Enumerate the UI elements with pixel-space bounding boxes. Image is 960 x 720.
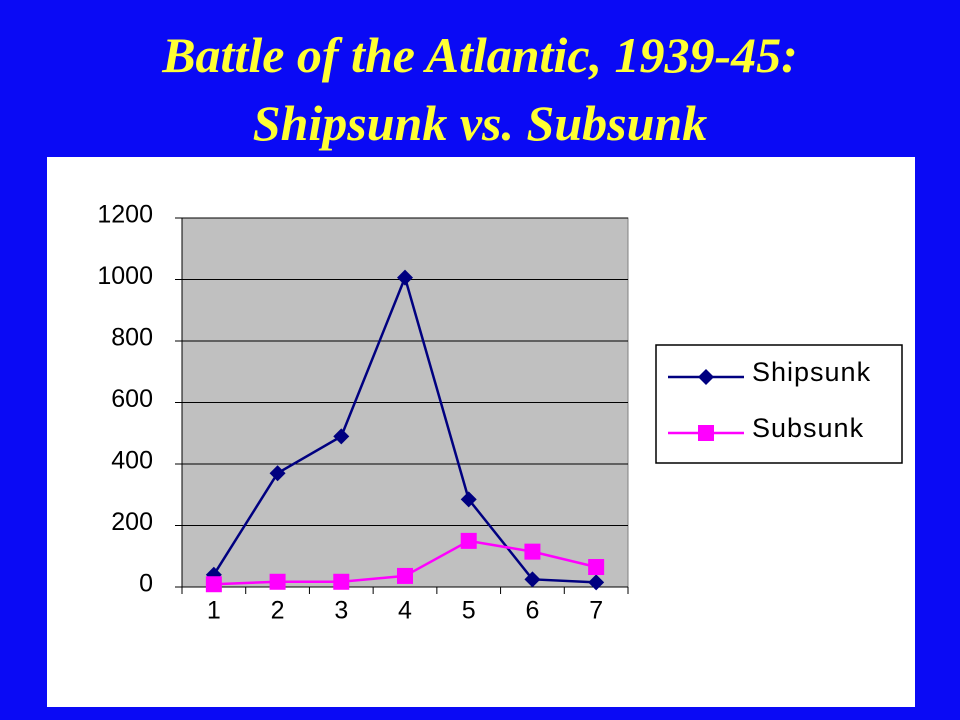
y-tick-label: 800 (111, 324, 153, 352)
y-tick-label: 600 (111, 385, 153, 413)
x-tick-label: 6 (525, 597, 539, 625)
data-point (524, 571, 541, 588)
data-point (205, 576, 222, 593)
data-point (333, 573, 350, 590)
legend (655, 344, 903, 464)
legend-label: Subsunk (752, 413, 864, 443)
y-tick-label: 1000 (97, 262, 153, 290)
data-point (460, 532, 477, 549)
data-point (524, 543, 541, 560)
data-point (397, 567, 413, 584)
data-point (333, 428, 350, 445)
y-tick-label: 1200 (97, 201, 153, 229)
title-line: Battle of the Atlantic, 1939-45: (161, 27, 798, 83)
data-point (588, 559, 605, 576)
data-point (269, 573, 286, 590)
x-tick-label: 4 (398, 597, 412, 625)
x-tick-label: 5 (462, 597, 476, 625)
data-point (588, 574, 605, 591)
y-tick-label: 0 (139, 570, 153, 598)
legend-marker (698, 425, 714, 441)
x-tick-label: 7 (589, 597, 603, 625)
data-point (460, 491, 477, 508)
title-line: Shipsunk vs. Subsunk (253, 95, 707, 151)
legend-marker (698, 369, 714, 385)
y-tick-label: 400 (111, 447, 153, 475)
y-tick-label: 200 (111, 508, 153, 536)
data-point (269, 465, 286, 482)
data-point (397, 269, 413, 286)
x-tick-label: 3 (334, 597, 348, 625)
x-tick-label: 2 (271, 597, 285, 625)
x-tick-label: 1 (207, 597, 221, 625)
legend-label: Shipsunk (752, 357, 871, 387)
